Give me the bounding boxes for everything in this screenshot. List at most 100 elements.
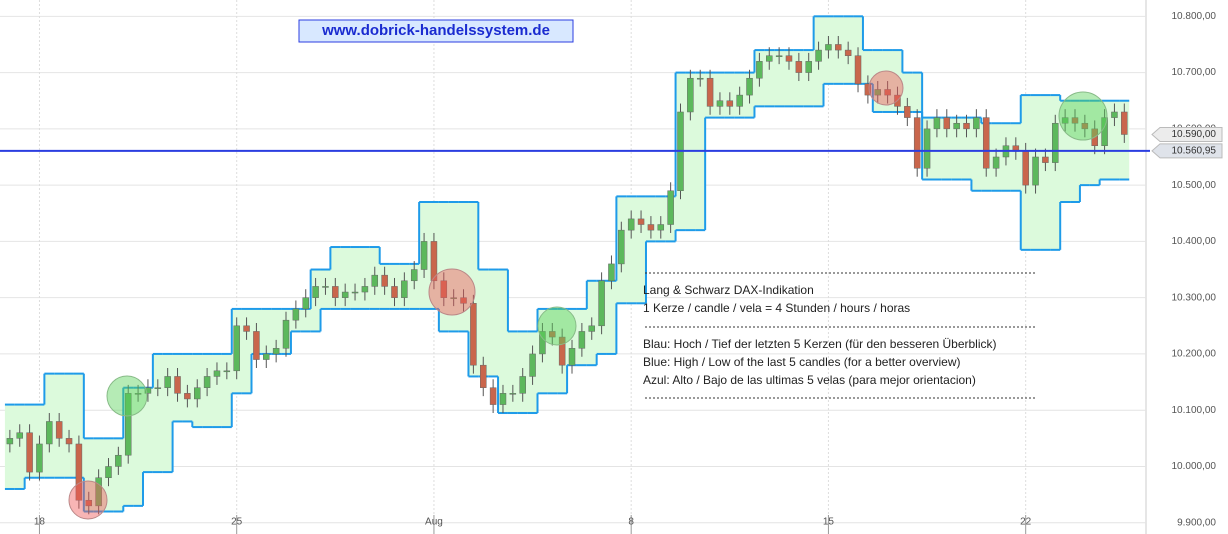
candle-body (480, 364, 487, 388)
candle-body (75, 443, 83, 501)
candle-body (124, 393, 132, 456)
candle-body (85, 499, 93, 507)
candle-body (529, 353, 536, 377)
candle-body (549, 331, 556, 338)
band (4, 15, 1130, 513)
candle-body (943, 117, 951, 130)
candle-body (95, 477, 102, 507)
candle-body (410, 269, 418, 282)
candle-body (766, 55, 773, 62)
candle-body (36, 443, 43, 473)
candle-body (26, 432, 33, 473)
x-tick-label: 8 (628, 517, 634, 528)
candle-body (696, 77, 704, 80)
candle-body (470, 303, 477, 366)
candle-body (1071, 117, 1079, 124)
candle-body (292, 308, 300, 321)
candle-body (371, 274, 379, 287)
candle-body (213, 370, 221, 377)
candle-body (184, 393, 191, 400)
x-tick-label: 22 (1020, 517, 1032, 528)
y-tick-label: 10.000,00 (1172, 461, 1217, 472)
x-tick-label: Aug (425, 517, 443, 528)
candle-body (884, 89, 891, 96)
candle-body (973, 117, 980, 130)
candle-body (193, 387, 201, 400)
candle-body (341, 291, 349, 298)
candle-body (558, 336, 566, 366)
candle-body (864, 83, 872, 96)
candle-body (282, 319, 290, 349)
candle-body (1042, 156, 1049, 163)
candle-body (164, 376, 171, 388)
candle-body (568, 348, 576, 366)
candle-body (1121, 111, 1128, 135)
candle-body (134, 393, 142, 395)
candle-body (706, 77, 714, 107)
candle-body (647, 224, 655, 231)
candle-body (46, 421, 53, 445)
candle-body (844, 49, 852, 56)
candle-body (598, 280, 605, 327)
candle-body (1061, 117, 1069, 124)
signal-circle (106, 375, 148, 417)
note: 1 Kerze / candle / vela = 4 Stunden / ho… (643, 301, 910, 315)
candle-body (430, 241, 438, 282)
candle-body (1111, 111, 1118, 118)
candle-body (6, 438, 14, 445)
candle-body (105, 466, 112, 478)
candle-body (923, 128, 931, 169)
price-tag (1151, 126, 1223, 142)
candle-body (618, 229, 625, 265)
candle-body (489, 387, 497, 405)
candle-body (519, 376, 526, 394)
candle-body (874, 89, 881, 96)
candle-body (65, 438, 73, 445)
candle-body (982, 117, 990, 169)
candle-body (825, 44, 832, 51)
candle-body (913, 117, 921, 169)
note: Blau: Hoch / Tief der letzten 5 Kerzen (… (643, 337, 997, 351)
candle-body (785, 55, 793, 62)
candle-body (361, 286, 369, 293)
note: Lang & Schwarz DAX-Indikation (643, 283, 814, 297)
candle-body (687, 77, 694, 113)
candle-body (953, 122, 960, 130)
candle-body (1081, 122, 1089, 130)
candle-body (637, 218, 645, 225)
site-box (298, 19, 574, 43)
candle-body (1032, 156, 1039, 186)
candle-body (115, 454, 122, 467)
candle-body (992, 156, 1000, 169)
candle-body (736, 94, 743, 107)
candle-body (588, 325, 595, 332)
candles (6, 36, 1128, 515)
candle-body (351, 291, 359, 294)
candle-body (272, 348, 280, 355)
candle-body (440, 280, 448, 298)
y-tick-label: 10.300,00 (1172, 292, 1217, 303)
signal-circle (868, 70, 904, 106)
y-tick-label: 10.700,00 (1172, 67, 1217, 78)
candle-body (16, 432, 23, 439)
candle-body (854, 55, 862, 85)
y-tick-label: 10.800,00 (1172, 11, 1217, 22)
candle-body (302, 297, 309, 310)
candle-body (332, 286, 339, 298)
x-tick-label: 18 (34, 517, 46, 528)
candle-body (55, 421, 63, 439)
y-tick-label: 10.500,00 (1172, 180, 1217, 191)
y-tick-label: 10.200,00 (1172, 349, 1217, 360)
candle-body (746, 77, 753, 96)
y-tick-label: 10.100,00 (1172, 405, 1217, 416)
candle-body (203, 376, 211, 388)
candle-body (420, 241, 428, 270)
candle-body (904, 106, 911, 118)
candle-body (627, 218, 635, 231)
candle-body (391, 286, 398, 298)
candle-body (154, 387, 162, 389)
price-tag-label: 10.590,00 (1172, 129, 1217, 140)
signals (68, 70, 1108, 520)
x-tick-label: 25 (231, 517, 243, 528)
candle-body (401, 280, 408, 298)
